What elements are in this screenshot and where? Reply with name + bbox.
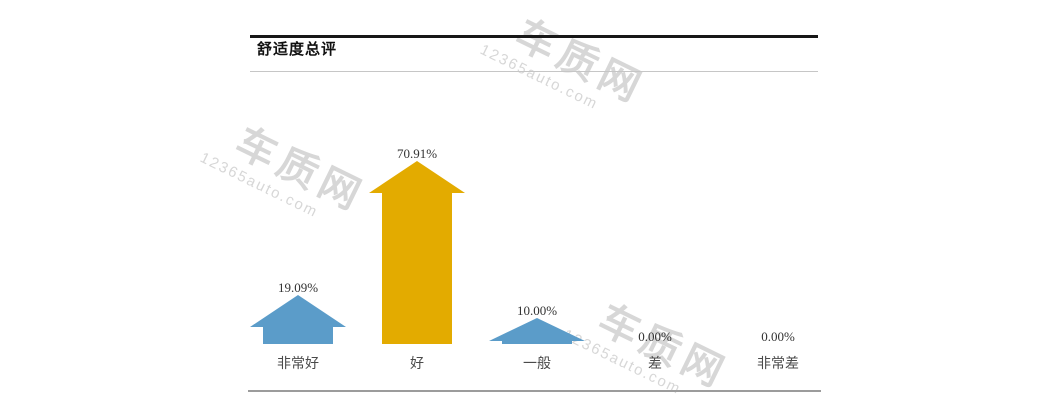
- watermark-cn-text: 车质网: [228, 120, 372, 221]
- arrow-bar-1: [369, 161, 465, 344]
- watermark: 车质网 12365auto.com: [197, 120, 372, 236]
- section-rule-under-title: [250, 71, 818, 72]
- value-label-2: 10.00%: [516, 303, 558, 318]
- value-label-4: 0.00%: [761, 329, 795, 344]
- value-label-3: 0.00%: [638, 329, 672, 344]
- value-label-0: 19.09%: [277, 280, 319, 295]
- section-title: 舒适度总评: [257, 42, 338, 58]
- arrow-bar-0: [250, 295, 346, 344]
- watermark-en-text: 12365auto.com: [477, 41, 602, 114]
- watermark-en-text: 12365auto.com: [197, 149, 322, 222]
- category-label-2: 一般: [523, 357, 551, 372]
- category-label-3: 差: [648, 357, 662, 372]
- category-label-0: 非常好: [277, 357, 319, 372]
- section-rule-bottom: [248, 390, 821, 392]
- section-rule-top: [250, 35, 818, 38]
- watermark: 车质网 12365auto.com: [560, 297, 735, 413]
- category-label-4: 非常差: [757, 357, 799, 372]
- arrow-bar-2: [489, 318, 585, 344]
- watermark-cn-text: 车质网: [591, 297, 735, 398]
- watermark-cn-text: 车质网: [508, 12, 652, 113]
- category-label-1: 好: [410, 357, 424, 372]
- value-label-1: 70.91%: [396, 146, 438, 161]
